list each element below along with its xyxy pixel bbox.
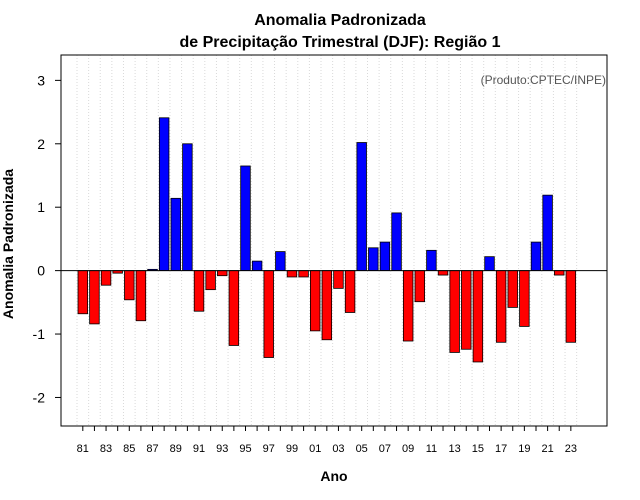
bar-96	[251, 260, 263, 272]
bar-06	[368, 247, 379, 272]
x-tick-label: 97	[263, 443, 275, 455]
x-tick-label: 03	[332, 443, 344, 455]
y-tick-label: 1	[37, 199, 45, 215]
bar-08	[391, 212, 402, 272]
bar-02	[321, 270, 333, 341]
y-tick-label: 3	[37, 72, 45, 88]
x-axis-ticks: 81 83 85 87 89 91 93 95 97 99 01 03 05 07 09 11 13 15 17 19…	[77, 426, 577, 455]
bar-99	[286, 270, 298, 278]
x-tick-label: 81	[77, 443, 89, 455]
x-tick-label: 91	[193, 443, 205, 455]
x-tick-label: 85	[123, 443, 135, 455]
bar-94	[228, 270, 240, 346]
bar-04	[344, 270, 356, 313]
chart-title: Anomalia Padronizada	[254, 12, 426, 29]
bar-17	[495, 270, 507, 343]
bar-14	[461, 270, 472, 350]
credit-annotation: (Produto:CPTEC/INPE)	[481, 73, 606, 87]
x-tick-label: 95	[239, 443, 251, 455]
y-tick-label: -2	[33, 389, 46, 405]
bar-18	[507, 270, 518, 308]
x-axis-label: Ano	[320, 468, 347, 484]
bar-05	[356, 142, 367, 272]
bar-92	[205, 270, 216, 291]
bar-88	[158, 117, 170, 272]
bar-82	[89, 270, 100, 325]
x-tick-label: 11	[426, 443, 437, 455]
bar-00	[298, 270, 309, 278]
x-tick-label: 21	[541, 443, 553, 455]
bar-09	[402, 270, 414, 342]
bar-85	[124, 270, 135, 301]
y-axis-ticks: -2 -1 0 1 2 3	[33, 72, 61, 405]
x-tick-label: 09	[402, 443, 414, 455]
bar-11	[426, 249, 437, 272]
grid-lines	[76, 55, 578, 426]
x-tick-label: 01	[309, 443, 321, 455]
x-tick-label: 87	[146, 443, 158, 455]
x-tick-label: 83	[100, 443, 112, 455]
bar-91	[193, 270, 205, 312]
x-tick-label: 13	[449, 443, 461, 455]
bar-21	[542, 194, 553, 272]
bar-22	[554, 270, 565, 276]
bar-13	[449, 270, 460, 353]
bar-16	[484, 256, 495, 272]
x-tick-label: 17	[495, 443, 507, 455]
y-tick-label: 2	[37, 136, 45, 152]
bar-89	[170, 197, 181, 272]
bar-19	[519, 270, 530, 327]
bar-10	[414, 270, 425, 303]
bar-15	[472, 270, 484, 363]
bar-93	[217, 270, 228, 277]
x-tick-label: 19	[518, 443, 530, 455]
bar-23	[565, 270, 577, 343]
bar-83	[100, 270, 112, 286]
y-tick-label: -1	[33, 326, 46, 342]
bar-90	[182, 143, 193, 272]
bar-01	[310, 270, 321, 332]
x-tick-label: 93	[216, 443, 228, 455]
bar-86	[135, 270, 147, 322]
y-axis-label: Anomalia Padronizada	[0, 169, 16, 319]
bar-95	[240, 165, 251, 272]
y-tick-label: 0	[37, 263, 45, 279]
x-tick-label: 05	[356, 443, 368, 455]
chart-subtitle: de Precipitação Trimestral (DJF): Região…	[180, 34, 501, 51]
x-tick-label: 23	[565, 443, 577, 455]
bar-81	[77, 270, 89, 315]
plot-frame	[60, 54, 608, 427]
x-tick-label: 99	[286, 443, 298, 455]
bar-20	[530, 241, 542, 272]
bar-97	[263, 270, 274, 358]
bar-03	[333, 270, 344, 289]
bar-98	[275, 251, 286, 272]
bars	[77, 117, 577, 363]
bar-12	[437, 270, 449, 276]
bar-07	[379, 241, 391, 272]
x-tick-label: 89	[170, 443, 182, 455]
x-tick-label: 15	[472, 443, 484, 455]
x-tick-label: 07	[379, 443, 391, 455]
